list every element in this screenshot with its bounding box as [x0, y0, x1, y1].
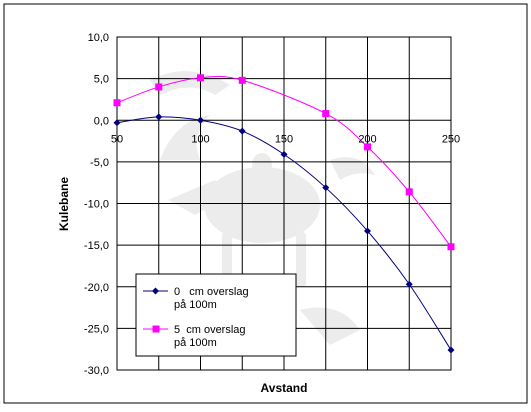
series-1-point: [364, 227, 371, 235]
legend-marker-diamond: [152, 287, 159, 295]
legend-label-series-2-line2: på 100m: [174, 337, 217, 349]
y-tick-label: -5,0: [90, 157, 109, 169]
x-tick-label: 150: [275, 133, 293, 145]
y-axis-tick-labels: 10,0 5,0 0,0 -5,0 -10,0 -15,0 -20,0 -25,0 -30,0: [84, 32, 109, 377]
x-tick-label: 200: [358, 133, 376, 145]
x-axis-tick-labels: 50 100 150 200 250: [111, 133, 460, 145]
y-tick-label: -15,0: [84, 240, 109, 252]
x-tick-label: 100: [191, 133, 209, 145]
legend: 0 cm overslag på 100m 5 cm overslag på 1…: [135, 273, 297, 357]
series-1-point: [322, 184, 330, 192]
series-2-point: [238, 76, 246, 84]
y-tick-label: -10,0: [84, 199, 109, 211]
series-1-point: [113, 119, 121, 127]
series-2-point: [155, 83, 163, 91]
series-2-point: [364, 143, 371, 151]
x-tick-label: 250: [442, 133, 460, 145]
legend-box: [135, 273, 297, 357]
series-2-point: [113, 99, 121, 107]
y-tick-label: -25,0: [84, 323, 109, 335]
y-axis-title: Kulebane: [57, 177, 71, 231]
series-1-point: [405, 280, 413, 288]
series-1-point: [197, 116, 204, 124]
legend-label-series-2-line1: 5 cm overslag: [174, 324, 246, 336]
y-tick-label: -20,0: [84, 282, 109, 294]
series-2-point: [197, 74, 204, 82]
series-1-point: [447, 346, 455, 354]
legend-marker-square: [152, 325, 160, 333]
series-2-point: [322, 110, 330, 118]
y-tick-label: -30,0: [84, 365, 109, 377]
legend-label-series-1-line2: på 100m: [174, 299, 217, 311]
y-tick-label: 10,0: [88, 32, 109, 44]
series-layer: [113, 74, 455, 354]
legend-label-series-1-line1: 0 cm overslag: [174, 286, 249, 298]
x-tick-label: 50: [111, 133, 123, 145]
y-tick-label: 0,0: [94, 115, 109, 127]
series-1-point: [155, 113, 163, 121]
series-1-point: [238, 127, 246, 135]
series-2-point: [405, 188, 413, 196]
series-2-point: [447, 243, 455, 251]
x-axis-title: Avstand: [261, 381, 308, 395]
series-1-point: [280, 150, 288, 158]
y-tick-label: 5,0: [94, 74, 109, 86]
deer-watermark: [150, 71, 375, 345]
